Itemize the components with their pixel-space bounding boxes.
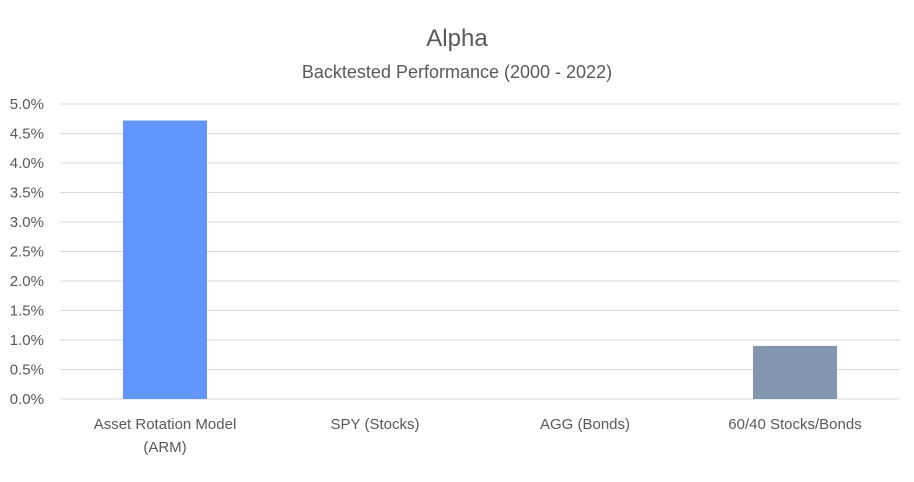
bar xyxy=(753,345,837,399)
y-tick-label: 0.5% xyxy=(10,362,44,379)
y-tick-label: 4.5% xyxy=(10,126,44,143)
bar xyxy=(123,120,207,400)
y-tick-label: 2.5% xyxy=(10,244,44,261)
chart-title: Alpha xyxy=(426,25,488,52)
y-axis-tick-labels: 0.0% 0.5% 1.0% 1.5% 2.0% 2.5% 3.0% 3.5% 4.0% 4.5%… xyxy=(10,96,44,408)
chart-subtitle: Backtested Performance (2000 - 2022) xyxy=(302,62,612,82)
y-tick-label: 3.0% xyxy=(10,214,44,231)
x-axis-category-labels: Asset Rotation Model (ARM) SPY (Stocks) AGG… xyxy=(94,416,862,456)
x-category-label: AGG (Bonds) xyxy=(540,416,630,433)
y-tick-label: 1.0% xyxy=(10,332,44,349)
x-category-label: Asset Rotation Model (ARM) xyxy=(94,416,237,456)
y-tick-label: 0.0% xyxy=(10,391,44,408)
bars xyxy=(123,120,837,400)
y-tick-label: 4.0% xyxy=(10,155,44,172)
x-category-label: SPY (Stocks) xyxy=(331,416,420,433)
y-tick-label: 1.5% xyxy=(10,303,44,320)
y-tick-label: 3.5% xyxy=(10,185,44,202)
x-category-label: 60/40 Stocks/Bonds xyxy=(728,416,861,433)
y-tick-label: 5.0% xyxy=(10,96,44,113)
y-tick-label: 2.0% xyxy=(10,273,44,290)
